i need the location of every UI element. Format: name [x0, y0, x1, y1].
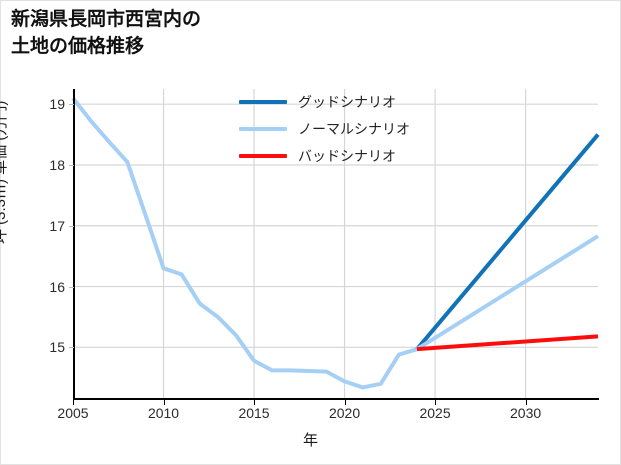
x-tick-mark: [435, 400, 437, 405]
legend-item[interactable]: グッドシナリオ: [239, 93, 410, 111]
x-tick-label: 2025: [419, 405, 451, 421]
x-axis-line: [73, 398, 599, 400]
y-tick-label: 17: [49, 217, 65, 234]
page-title: 新潟県長岡市西宮内の 土地の価格推移: [11, 9, 202, 57]
chart-legend: グッドシナリオ ノーマルシナリオ バッドシナリオ: [239, 93, 410, 165]
legend-label: バッドシナリオ: [298, 148, 396, 164]
x-tick-label: 2015: [238, 405, 270, 421]
y-tick-mark: [69, 225, 74, 227]
x-tick-label: 2020: [328, 405, 361, 421]
x-tick-label: 2005: [57, 405, 89, 421]
series-lines: [71, 96, 600, 390]
plot-area: [71, 89, 600, 399]
y-tick-label: 18: [49, 156, 65, 173]
x-tick-label: 2010: [147, 405, 180, 421]
x-tick-mark: [163, 400, 165, 405]
x-tick-mark: [73, 400, 74, 405]
legend-color-swatch: [239, 154, 287, 158]
y-axis-line: [73, 89, 75, 400]
x-tick-mark: [254, 400, 256, 405]
legend-item[interactable]: ノーマルシナリオ: [239, 120, 410, 138]
legend-label: ノーマルシナリオ: [298, 121, 410, 137]
legend-color-swatch: [239, 100, 287, 104]
y-tick-label: 16: [49, 278, 65, 295]
x-axis-title: 年: [302, 432, 318, 449]
y-tick-mark: [69, 286, 74, 288]
series-line: [71, 96, 418, 390]
legend-item[interactable]: バッドシナリオ: [239, 147, 410, 165]
series-line: [416, 334, 599, 352]
y-tick-mark: [69, 164, 74, 166]
series-line: [415, 133, 600, 351]
y-axis-title: 坪 (3.3㎡) 単価 (万円): [0, 100, 9, 244]
legend-color-swatch: [239, 127, 287, 131]
x-tick-label: 2030: [510, 405, 542, 421]
y-tick-mark: [69, 347, 74, 349]
legend-label: グッドシナリオ: [298, 94, 396, 110]
y-tick-mark: [69, 104, 74, 106]
x-tick-mark: [525, 400, 527, 405]
x-tick-mark: [344, 400, 346, 405]
y-tick-label: 15: [49, 339, 65, 356]
gridlines: [73, 89, 598, 399]
series-line: [415, 234, 600, 351]
y-tick-label: 19: [49, 96, 65, 113]
